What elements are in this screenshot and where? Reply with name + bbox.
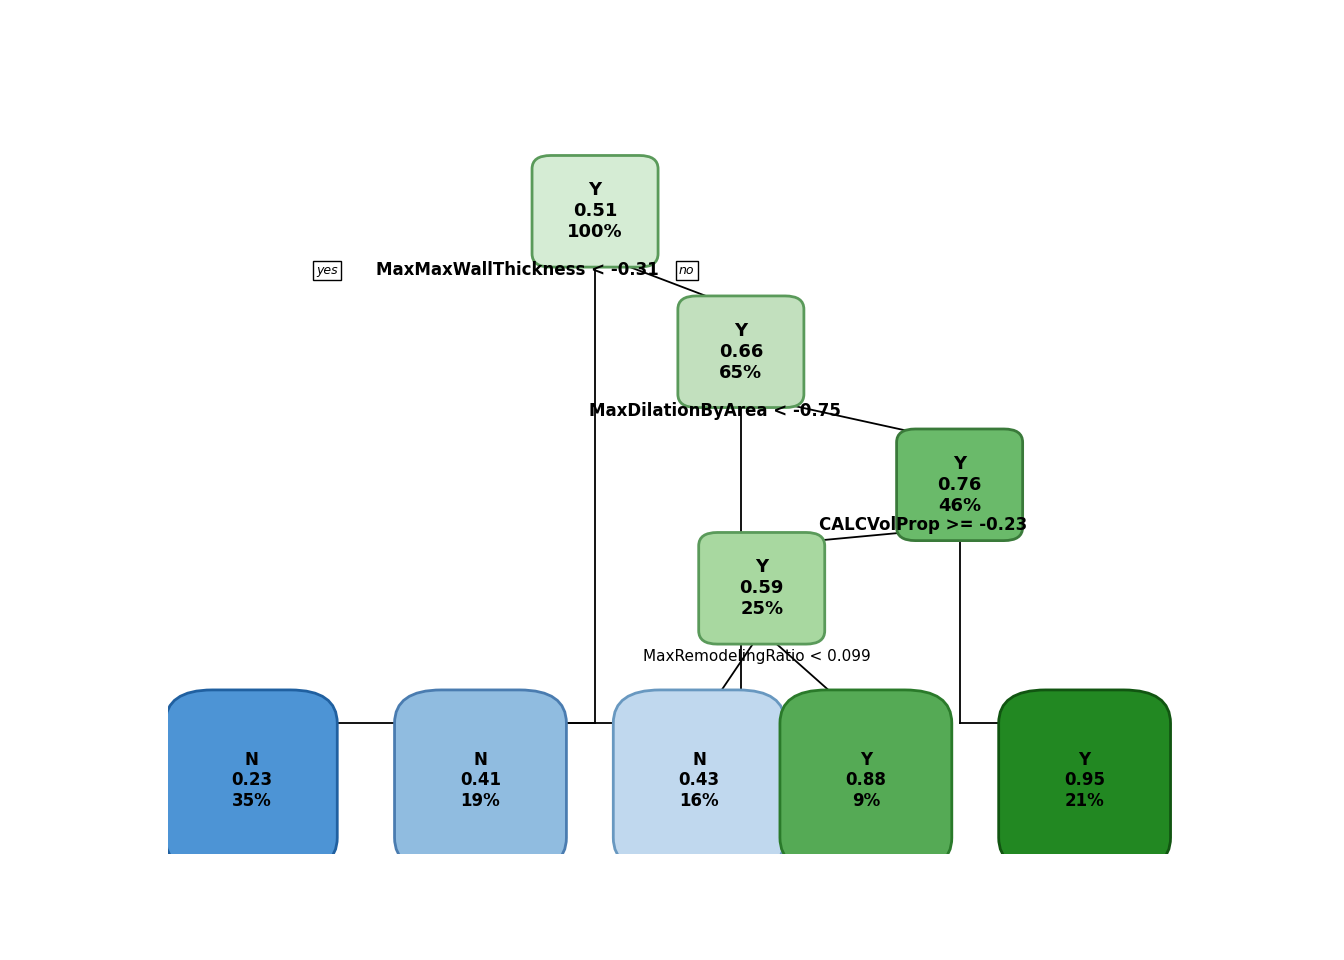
Text: CALCVolProp >= -0.23: CALCVolProp >= -0.23 [818,516,1027,535]
FancyBboxPatch shape [780,690,952,871]
Text: Y
0.95
21%: Y 0.95 21% [1064,751,1105,810]
FancyBboxPatch shape [532,156,659,267]
Text: Y
0.59
25%: Y 0.59 25% [739,559,784,618]
Text: MaxRemodelingRatio < 0.099: MaxRemodelingRatio < 0.099 [642,649,871,663]
Text: N
0.43
16%: N 0.43 16% [679,751,720,810]
Text: MaxDilationByArea < -0.75: MaxDilationByArea < -0.75 [589,402,841,420]
Text: N
0.23
35%: N 0.23 35% [231,751,271,810]
FancyBboxPatch shape [165,690,337,871]
FancyBboxPatch shape [395,690,566,871]
Text: Y
0.66
65%: Y 0.66 65% [719,322,763,381]
FancyBboxPatch shape [677,296,804,408]
Text: MaxMaxWallThickness < -0.31: MaxMaxWallThickness < -0.31 [375,261,659,279]
FancyBboxPatch shape [699,533,825,644]
FancyBboxPatch shape [896,429,1023,540]
FancyBboxPatch shape [613,690,785,871]
Text: Y
0.51
100%: Y 0.51 100% [567,181,622,241]
Text: no: no [679,264,695,276]
FancyBboxPatch shape [999,690,1171,871]
Text: N
0.41
19%: N 0.41 19% [460,751,501,810]
Text: Y
0.76
46%: Y 0.76 46% [937,455,982,515]
Text: yes: yes [317,264,339,276]
Text: Y
0.88
9%: Y 0.88 9% [845,751,886,810]
